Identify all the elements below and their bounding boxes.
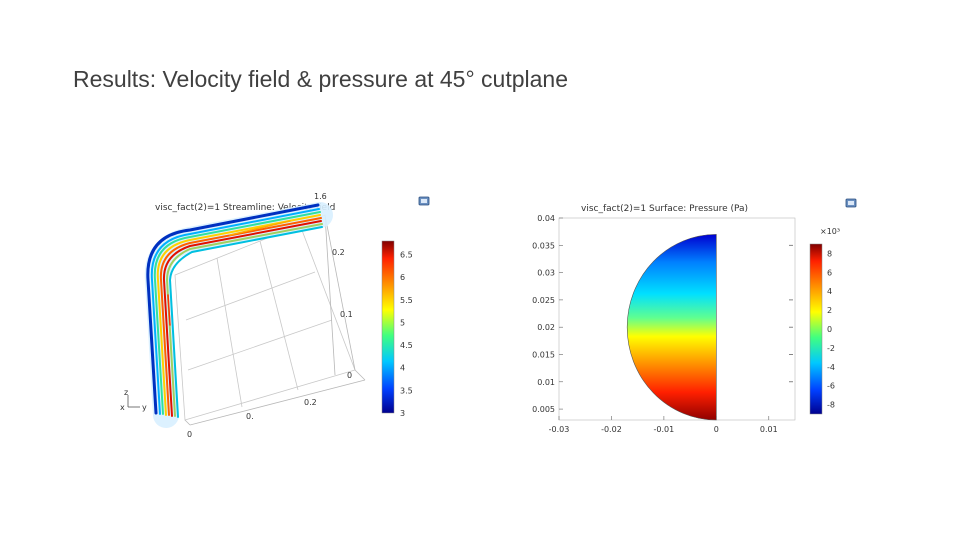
plot-frame <box>558 217 796 421</box>
tick-label: -2 <box>827 344 835 353</box>
tick-label: 0 <box>827 325 832 334</box>
colorbar-multiplier: ×10³ <box>820 227 840 236</box>
plot-toolbar-icon[interactable] <box>418 196 430 206</box>
tick-label: -4 <box>827 363 835 372</box>
streamline-top-label: 1.6 <box>314 192 327 201</box>
tick-label: 0.01 <box>760 425 778 434</box>
slide-title: Results: Velocity field & pressure at 45… <box>73 66 569 92</box>
axis-triad-x: x <box>120 403 125 412</box>
grid-box <box>174 224 356 421</box>
tick-label: 0. <box>246 412 254 421</box>
axis-triad-z: z <box>124 388 128 397</box>
pressure-title: visc_fact(2)=1 Surface: Pressure (Pa) <box>581 204 748 214</box>
tick-label: 8 <box>827 249 832 258</box>
tick-label: 5.5 <box>400 296 413 305</box>
tick-label: 2 <box>827 306 832 315</box>
axis-triad-y: y <box>142 403 147 412</box>
tick-label: 0.025 <box>532 296 555 305</box>
tick-label: 6 <box>400 273 405 282</box>
tick-label: 6 <box>827 268 832 277</box>
tick-label: 3.5 <box>400 386 413 395</box>
tick-label: 0 <box>347 371 352 380</box>
tick-label: 6.5 <box>400 251 413 260</box>
tick-label: -8 <box>827 401 835 410</box>
tick-label: -0.02 <box>601 425 622 434</box>
pressure-surface-plot: visc_fact(2)=1 Surface: Pressure (Pa) 0.… <box>532 198 857 434</box>
tick-label: 4 <box>400 364 405 373</box>
tick-label: 0.04 <box>537 214 555 223</box>
tick-label: 0.03 <box>537 269 555 278</box>
plot-toolbar-icon[interactable] <box>845 198 857 208</box>
tick-label: 0.2 <box>304 398 317 407</box>
pressure-half-disc <box>626 234 717 421</box>
tick-label: 0.005 <box>532 405 555 414</box>
tick-label: 0.015 <box>532 350 555 359</box>
streamline-title: visc_fact(2)=1 Streamline: Velocity fiel… <box>155 203 335 213</box>
tick-label: 0 <box>187 430 192 439</box>
colorbar-left <box>381 240 395 414</box>
tick-label: 0.2 <box>332 248 345 257</box>
tick-label: 0 <box>714 425 719 434</box>
tick-label: 0.02 <box>537 323 555 332</box>
tick-label: -0.03 <box>549 425 570 434</box>
axis-triad <box>127 395 140 408</box>
tick-label: 0.1 <box>340 310 353 319</box>
tick-label: -0.01 <box>654 425 675 434</box>
tick-label: 5 <box>400 318 405 327</box>
streamline-plot: visc_fact(2)=1 Streamline: Velocity fiel… <box>120 192 430 439</box>
tick-label: 4.5 <box>400 341 413 350</box>
tick-label: 0.01 <box>537 378 555 387</box>
colorbar-right <box>809 243 823 415</box>
tick-label: 4 <box>827 287 832 296</box>
pipe-streamlines <box>144 202 333 428</box>
tick-label: 3 <box>400 409 405 418</box>
tick-label: 0.035 <box>532 241 555 250</box>
tick-label: -6 <box>827 382 835 391</box>
